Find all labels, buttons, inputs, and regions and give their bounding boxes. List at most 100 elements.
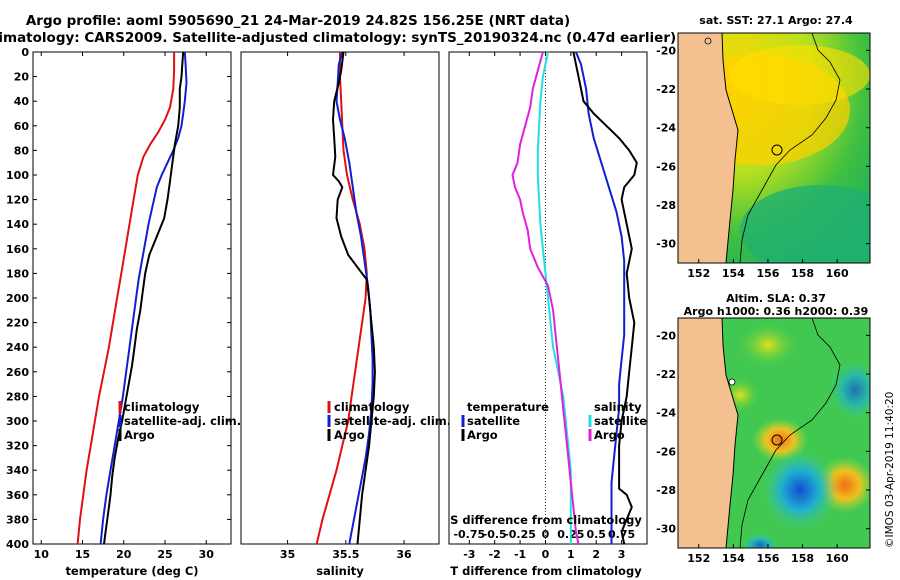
legend-label-climatology: climatology — [124, 400, 200, 414]
lat-tick-label: -20 — [656, 329, 676, 342]
australia-landmass — [678, 318, 738, 548]
depth-tick-label: 240 — [6, 341, 29, 354]
lon-tick-label: 158 — [791, 267, 814, 280]
s-diff-tick-label: -0.5 — [483, 528, 507, 541]
depth-tick-label: 40 — [14, 95, 30, 108]
temperature-legend: climatology satellite-adj. clim. Argo — [118, 400, 241, 442]
lon-tick-label: 152 — [687, 267, 710, 280]
lat-tick-label: -24 — [656, 407, 676, 420]
legend-label-t-argo: Argo — [467, 428, 498, 442]
x-tick-label: -2 — [489, 548, 501, 561]
lat-tick-label: -30 — [656, 238, 676, 251]
x-tick-label: 3 — [618, 548, 626, 561]
sla-low-patch — [762, 450, 838, 530]
sst-map-title: sat. SST: 27.1 Argo: 27.4 — [699, 14, 853, 27]
depth-contour — [739, 318, 841, 548]
sla-high-patch — [738, 323, 798, 367]
lon-tick-label: 152 — [687, 552, 710, 565]
series-line-climatology — [76, 52, 176, 544]
salinity-plot-frame — [240, 51, 440, 545]
legend-label-argo: Argo — [124, 428, 155, 442]
lat-tick-label: -22 — [656, 83, 676, 96]
sla-map: Altim. SLA: 0.37 Argo h1000: 0.36 h2000:… — [656, 292, 871, 565]
temperature-plot-frame — [32, 51, 232, 545]
depth-tick-label: 140 — [6, 218, 29, 231]
lon-tick-label: 158 — [791, 552, 814, 565]
series-line-satellite-adj-clim- — [99, 52, 188, 544]
depth-contour — [739, 33, 841, 263]
depth-tick-label: 160 — [6, 243, 29, 256]
lat-tick-label: -22 — [656, 368, 676, 381]
lon-tick-label: 160 — [826, 267, 849, 280]
depth-tick-label: 300 — [6, 415, 29, 428]
depth-tick-label: 200 — [6, 292, 29, 305]
sla-low-patch — [829, 360, 870, 420]
salinity-legend: climatology satellite-adj. clim. Argo — [327, 400, 451, 442]
sst-warm-patch — [730, 45, 870, 105]
x-tick-label: 1 — [567, 548, 575, 561]
difference-series — [511, 52, 638, 544]
lon-tick-label: 160 — [826, 552, 849, 565]
depth-tick-label: 220 — [6, 317, 29, 330]
depth-tick-label: 260 — [6, 366, 29, 379]
coastline — [721, 318, 739, 548]
depth-tick-label: 340 — [6, 464, 29, 477]
temperature-panel: 0204060801001201401601802002202402602803… — [6, 46, 647, 578]
sst-map-frame — [677, 32, 871, 264]
x-tick-label: 0 — [542, 548, 550, 561]
sst-map-axes: 152 154 156 158 160 -20 -22 -24 -26 -28 -30 — [656, 44, 870, 280]
x-tick-label: -1 — [514, 548, 526, 561]
imos-credit: ©IMOS 03-Apr-2019 11:40:20 — [884, 392, 896, 548]
lat-tick-label: -26 — [656, 160, 676, 173]
depth-tick-label: 280 — [6, 390, 29, 403]
series-line-argo — [103, 52, 185, 544]
coastline — [721, 33, 739, 263]
sst-map: sat. SST: 27.1 Argo: 27.4 152 154 156 158 16… — [656, 14, 871, 280]
series-line-s-argo — [511, 52, 580, 544]
depth-tick-label: 180 — [6, 267, 29, 280]
legend-label-climatology: climatology — [334, 400, 410, 414]
lon-tick-label: 156 — [756, 552, 779, 565]
s-diff-tick-label: -0.75 — [453, 528, 485, 541]
x-tick-label: 35.5 — [332, 548, 359, 561]
legend-label-satellite-adj: satellite-adj. clim. — [124, 414, 241, 428]
lon-tick-label: 156 — [756, 267, 779, 280]
salinity-x-axis: 35 35.5 36 — [280, 52, 412, 561]
temperature-x-label: temperature (deg C) — [65, 564, 198, 578]
depth-tick-label: 400 — [6, 538, 29, 551]
depth-tick-label: 360 — [6, 489, 29, 502]
s-diff-tick-label: 0 — [542, 528, 550, 541]
lat-tick-label: -28 — [656, 199, 676, 212]
lat-tick-label: -20 — [656, 44, 676, 57]
difference-legend: temperature satellite Argo salinity sate… — [461, 400, 647, 442]
t-difference-label: T difference from climatology — [450, 564, 642, 578]
sla-map-axes: 152 154 156 158 160 -20 -22 -24 -26 -28 -30 — [656, 329, 870, 565]
legend-label-s-satellite: satellite — [594, 414, 647, 428]
depth-tick-label: 0 — [21, 46, 29, 59]
x-tick-label: 35 — [280, 548, 295, 561]
legend-label-argo: Argo — [334, 428, 365, 442]
x-tick-label: 30 — [199, 548, 215, 561]
lon-tick-label: 154 — [722, 552, 745, 565]
salinity-series — [315, 52, 376, 544]
figure-title-line2: Climatology: CARS2009. Satellite-adjuste… — [0, 30, 676, 46]
difference-panel: -3 -2 -1 0 1 2 3-0.75-0.5-0.25 0 0.25 0.5 0.75 tem… — [448, 51, 648, 578]
island-marker — [704, 37, 712, 45]
lat-tick-label: -28 — [656, 484, 676, 497]
x-tick-label: 20 — [116, 548, 132, 561]
legend-title-salinity: salinity — [594, 400, 642, 414]
depth-tick-label: 20 — [14, 71, 30, 84]
temperature-x-axis: 10 15 20 25 30 — [34, 52, 215, 561]
island-marker — [728, 378, 736, 386]
lat-tick-label: -24 — [656, 122, 676, 135]
sst-cool-patch — [740, 185, 870, 263]
sla-low-patch — [742, 533, 778, 548]
sla-map-frame — [677, 317, 871, 549]
salinity-x-label: salinity — [316, 564, 364, 578]
series-line-argo — [332, 52, 376, 544]
x-tick-label: 2 — [592, 548, 600, 561]
figure-title-line1: Argo profile: aoml 5905690_21 24-Mar-201… — [26, 13, 570, 29]
lat-tick-label: -26 — [656, 445, 676, 458]
legend-label-t-satellite: satellite — [467, 414, 520, 428]
